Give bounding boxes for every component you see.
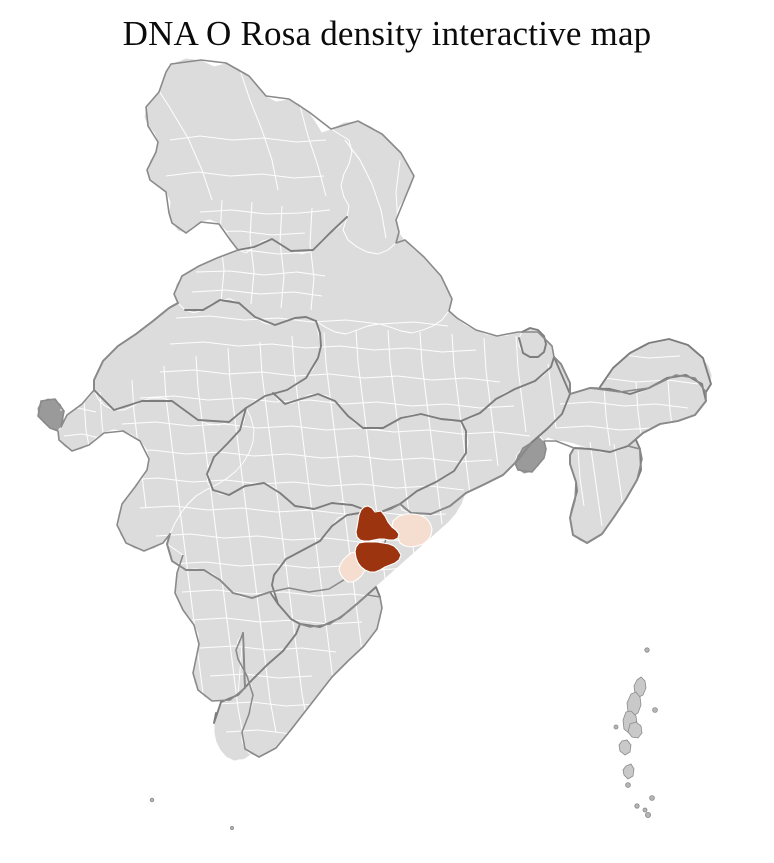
national-outline: [37, 59, 707, 599]
region-lakshadweep[interactable]: [149, 797, 234, 831]
district-highlight-southwest[interactable]: [338, 551, 366, 583]
district-border-mesh: [59, 69, 699, 763]
map-base-layer: [36, 57, 713, 831]
region-andaman-nicobar[interactable]: [613, 647, 658, 819]
highlighted-districts-layer[interactable]: [338, 505, 433, 583]
district-highlight-east[interactable]: [391, 513, 433, 548]
page-title: DNA O Rosa density interactive map: [122, 14, 652, 53]
south-coast-outline: [174, 554, 383, 758]
